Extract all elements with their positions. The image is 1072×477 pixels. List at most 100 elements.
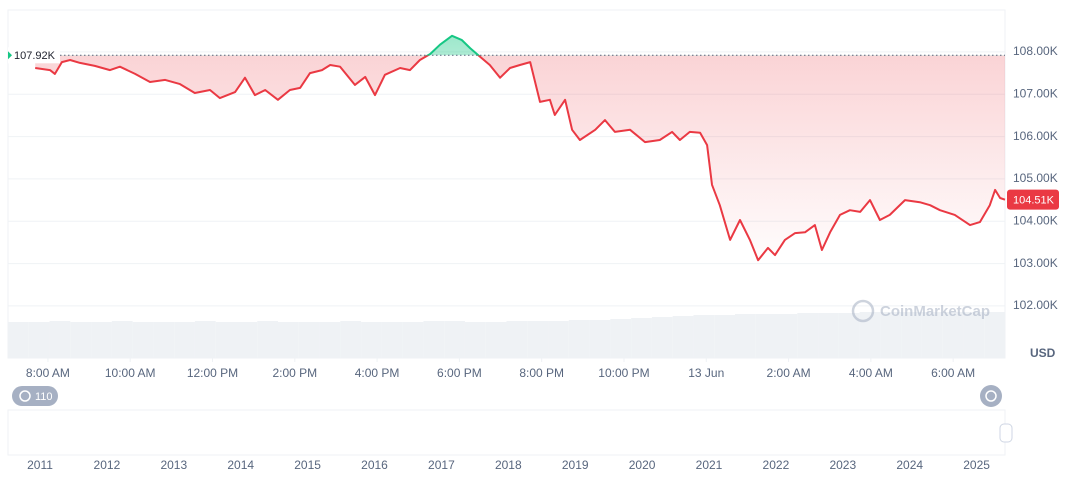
x-tick-label: 2:00 AM <box>767 366 811 380</box>
volume-bar <box>610 319 632 358</box>
volume-bar <box>672 316 694 358</box>
x-tick-label: 8:00 PM <box>519 366 564 380</box>
volume-bar <box>278 322 299 358</box>
y-tick-label: 103.00K <box>1013 256 1058 270</box>
y-tick-label: 105.00K <box>1013 171 1058 185</box>
badge-icon <box>19 390 31 402</box>
x-tick-label: 6:00 PM <box>437 366 482 380</box>
reference-pointer <box>8 51 12 60</box>
x-tick-label: 8:00 AM <box>26 366 70 380</box>
volume-bar <box>340 321 362 358</box>
x-tick-label: 10:00 PM <box>598 366 649 380</box>
volume-bar <box>257 321 279 358</box>
watermark: CoinMarketCap <box>851 299 990 323</box>
navigator-year: 2023 <box>829 458 856 472</box>
volume-bar <box>423 321 445 358</box>
navigator-year: 2011 <box>27 458 53 472</box>
x-tick-label: 12:00 PM <box>187 366 238 380</box>
volume-bar <box>111 321 133 358</box>
volume-bar <box>734 314 756 358</box>
navigator-year: 2021 <box>696 458 723 472</box>
y-tick-label: 108.00K <box>1013 44 1058 58</box>
reference-tag-bg <box>8 47 60 64</box>
y-tick-label: 102.00K <box>1013 298 1058 312</box>
volume-bar <box>984 312 1005 358</box>
navigator-year: 2013 <box>160 458 187 472</box>
volume-bar <box>755 314 777 358</box>
volume-bar <box>91 322 112 358</box>
volume-bar <box>174 322 195 358</box>
currency-label: USD <box>1030 346 1056 360</box>
y-tick-label: 106.00K <box>1013 129 1058 143</box>
volume-bar <box>838 313 860 358</box>
navigator-handle[interactable] <box>980 385 1002 407</box>
volume-bar <box>506 321 528 358</box>
x-tick-label: 10:00 AM <box>105 366 156 380</box>
y-tick-label: 107.00K <box>1013 86 1058 100</box>
volume-bar <box>693 315 715 358</box>
navigator-year: 2022 <box>763 458 790 472</box>
plot-layer: 102.00K 103.00K 104.00K 105.00K 106.00K 107.0… <box>8 34 1059 472</box>
volume-bar <box>568 320 590 358</box>
navigator-year: 2016 <box>361 458 388 472</box>
volume-bar <box>901 312 922 358</box>
volume-bar <box>963 312 985 358</box>
price-line <box>35 34 1006 262</box>
volume-bar <box>942 312 964 358</box>
volume-bar <box>194 321 216 358</box>
volume-bar <box>236 322 258 358</box>
navigator-badge[interactable]: 110 <box>12 386 58 406</box>
navigator-year: 2025 <box>963 458 990 472</box>
navigator-year: 2017 <box>428 458 455 472</box>
volume-bar <box>361 322 382 358</box>
badge-text: 110 <box>35 391 53 403</box>
volume-bar <box>880 312 902 358</box>
volume-bar <box>797 313 819 358</box>
volume-bar <box>444 321 465 358</box>
volume-bar <box>859 312 881 358</box>
handle-bg[interactable] <box>980 385 1002 407</box>
navigator-year: 2019 <box>562 458 589 472</box>
handle-icon <box>985 390 997 402</box>
volume-bar <box>215 322 237 358</box>
last-value-label: 104.51K <box>1013 195 1055 207</box>
reference-label: 107.92K <box>14 50 56 62</box>
volume-bar <box>381 322 403 358</box>
volume-bar <box>921 312 943 358</box>
volume-bar <box>70 322 92 358</box>
volume-bar <box>464 322 486 358</box>
volume-bar <box>714 315 735 358</box>
volume-bar <box>589 320 611 358</box>
x-tick-label: 4:00 PM <box>355 366 400 380</box>
volume-bar <box>527 321 549 358</box>
x-tick-label: 6:00 AM <box>931 366 975 380</box>
volume-bar <box>298 322 320 358</box>
volume-bar <box>631 318 652 358</box>
navigator-year: 2012 <box>94 458 121 472</box>
price-area <box>35 35 1005 261</box>
volume-bar <box>485 322 507 358</box>
range-grip[interactable] <box>999 423 1013 443</box>
navigator-year: 2014 <box>227 458 254 472</box>
navigator-year: 2018 <box>495 458 522 472</box>
x-tick-label: 4:00 AM <box>849 366 893 380</box>
watermark-logo <box>851 299 875 323</box>
volume-bar <box>651 317 673 358</box>
navigator-year: 2024 <box>896 458 923 472</box>
volume-bar <box>548 321 569 358</box>
volume-bar <box>319 322 341 358</box>
y-tick-label: 104.00K <box>1013 213 1058 227</box>
volume-bar <box>818 313 839 358</box>
volume-bar <box>402 322 424 358</box>
volume-bar <box>153 322 175 358</box>
navigator-frame <box>7 409 1006 456</box>
volume-bar <box>8 322 29 358</box>
watermark-text: CoinMarketCap <box>880 303 990 320</box>
volume-bar <box>28 322 50 358</box>
navigator-year: 2015 <box>294 458 321 472</box>
last-value-bg <box>1007 189 1059 210</box>
x-tick-label: 13 Jun <box>688 366 724 380</box>
navigator-year: 2020 <box>629 458 656 472</box>
